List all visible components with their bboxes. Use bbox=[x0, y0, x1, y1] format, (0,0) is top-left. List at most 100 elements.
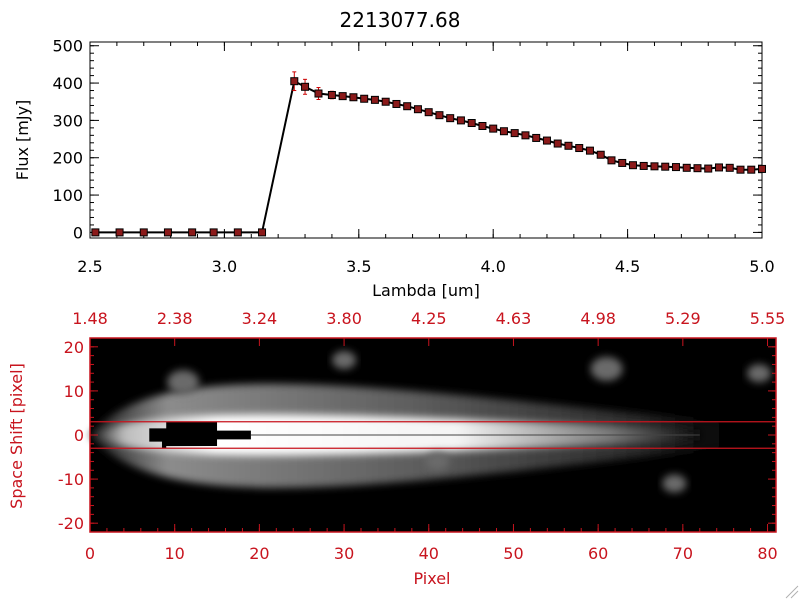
spectrum-plot: 2213077.68 2.5 3.0 3.5 4.0 4.5 5.0 0 100 200 300 40… bbox=[13, 8, 775, 300]
data-point bbox=[233, 228, 242, 237]
data-point bbox=[467, 119, 476, 128]
data-point bbox=[314, 89, 323, 98]
top-tick-label: 5.29 bbox=[665, 309, 701, 328]
series-line bbox=[95, 79, 763, 234]
data-point bbox=[532, 133, 541, 142]
data-point bbox=[682, 163, 691, 172]
data-point bbox=[446, 114, 455, 123]
data-point bbox=[650, 162, 659, 171]
data-point bbox=[758, 164, 766, 173]
x-tick-label: 30 bbox=[334, 544, 354, 563]
data-point bbox=[564, 141, 573, 150]
y-tick-label: 200 bbox=[52, 149, 83, 168]
data-point bbox=[435, 111, 444, 120]
data-point bbox=[338, 92, 347, 101]
data-point bbox=[403, 102, 412, 111]
data-point bbox=[413, 105, 422, 114]
x-tick-label: 70 bbox=[673, 544, 693, 563]
x-tick-label: 4.0 bbox=[480, 257, 505, 276]
y-tick-label: 0 bbox=[73, 223, 83, 242]
data-point bbox=[521, 131, 530, 140]
x-tick-label: 0 bbox=[85, 544, 95, 563]
data-point bbox=[704, 164, 713, 173]
data-point bbox=[349, 93, 358, 102]
data-point bbox=[714, 163, 723, 172]
y-axis-label: Flux [mJy] bbox=[13, 100, 32, 181]
x-tick-label: 80 bbox=[757, 544, 777, 563]
data-point bbox=[575, 144, 584, 153]
data-point bbox=[370, 95, 379, 104]
x-tick-label: 20 bbox=[249, 544, 269, 563]
data-point bbox=[542, 136, 551, 145]
resize-grip-icon[interactable] bbox=[785, 585, 799, 599]
data-point bbox=[209, 228, 218, 237]
x-axis-label: Lambda [um] bbox=[372, 281, 480, 300]
background-source bbox=[332, 351, 357, 370]
background-source bbox=[590, 356, 623, 381]
data-point bbox=[693, 164, 702, 173]
x-tick-label: 50 bbox=[503, 544, 523, 563]
data-point bbox=[139, 228, 148, 237]
x-tick-label: 3.0 bbox=[212, 257, 237, 276]
y-tick-label: 500 bbox=[52, 37, 83, 56]
data-point bbox=[747, 165, 756, 174]
x-tick-label: 5.0 bbox=[749, 257, 774, 276]
top-tick-label: 3.24 bbox=[242, 309, 278, 328]
data-point bbox=[725, 163, 734, 172]
data-point bbox=[360, 94, 369, 103]
x-tick-label: 60 bbox=[588, 544, 608, 563]
data-point bbox=[424, 108, 433, 117]
x-axis-label: Pixel bbox=[413, 569, 450, 588]
top-tick-label: 2.38 bbox=[157, 309, 193, 328]
data-point bbox=[628, 161, 637, 170]
top-tick-label: 5.55 bbox=[750, 309, 786, 328]
saturated-region bbox=[149, 421, 251, 449]
data-point bbox=[290, 77, 299, 86]
x-tick-label: 40 bbox=[419, 544, 439, 563]
y-tick-label: 20 bbox=[64, 338, 84, 357]
data-point bbox=[163, 228, 172, 237]
data-point bbox=[499, 127, 508, 136]
data-point bbox=[585, 146, 594, 155]
data-point bbox=[381, 97, 390, 106]
data-point bbox=[671, 163, 680, 172]
x-tick-label: 3.5 bbox=[346, 257, 371, 276]
y-tick-label: 100 bbox=[52, 186, 83, 205]
background-source bbox=[662, 474, 687, 493]
spectral-image-plot: 0 10 20 30 40 50 60 70 80 1.48 2.38 3.24 3.80 4.25 4.6… bbox=[7, 309, 785, 588]
top-tick-label: 1.48 bbox=[72, 309, 108, 328]
background-source bbox=[747, 364, 772, 383]
y-tick-label: 0 bbox=[74, 426, 84, 445]
x-tick-label: 2.5 bbox=[77, 257, 102, 276]
x-tick-label: 10 bbox=[165, 544, 185, 563]
data-point bbox=[115, 228, 124, 237]
data-point bbox=[188, 228, 197, 237]
data-point bbox=[478, 122, 487, 130]
data-point bbox=[510, 129, 519, 138]
background-source bbox=[425, 452, 450, 471]
data-point bbox=[301, 82, 310, 91]
top-tick-label: 4.63 bbox=[496, 309, 532, 328]
data-point bbox=[618, 158, 627, 167]
background-source bbox=[167, 370, 200, 395]
y-axis-label: Space Shift [pixel] bbox=[7, 363, 26, 509]
plot-frame bbox=[89, 41, 763, 239]
x-tick-label: 4.5 bbox=[615, 257, 640, 276]
data-point bbox=[736, 165, 745, 174]
y-tick-label: 300 bbox=[52, 111, 83, 130]
top-tick-label: 3.80 bbox=[326, 309, 362, 328]
y-tick-label: -10 bbox=[58, 470, 84, 489]
y-tick-label: 10 bbox=[64, 382, 84, 401]
data-point bbox=[258, 228, 267, 237]
data-point bbox=[327, 91, 336, 100]
data-point bbox=[607, 156, 616, 165]
data-point bbox=[596, 150, 605, 159]
data-point bbox=[553, 139, 562, 148]
top-tick-label: 4.25 bbox=[411, 309, 447, 328]
data-point bbox=[489, 124, 498, 133]
data-point bbox=[91, 228, 100, 237]
data-point bbox=[456, 116, 465, 125]
data-point bbox=[639, 161, 648, 170]
data-point bbox=[392, 99, 401, 108]
